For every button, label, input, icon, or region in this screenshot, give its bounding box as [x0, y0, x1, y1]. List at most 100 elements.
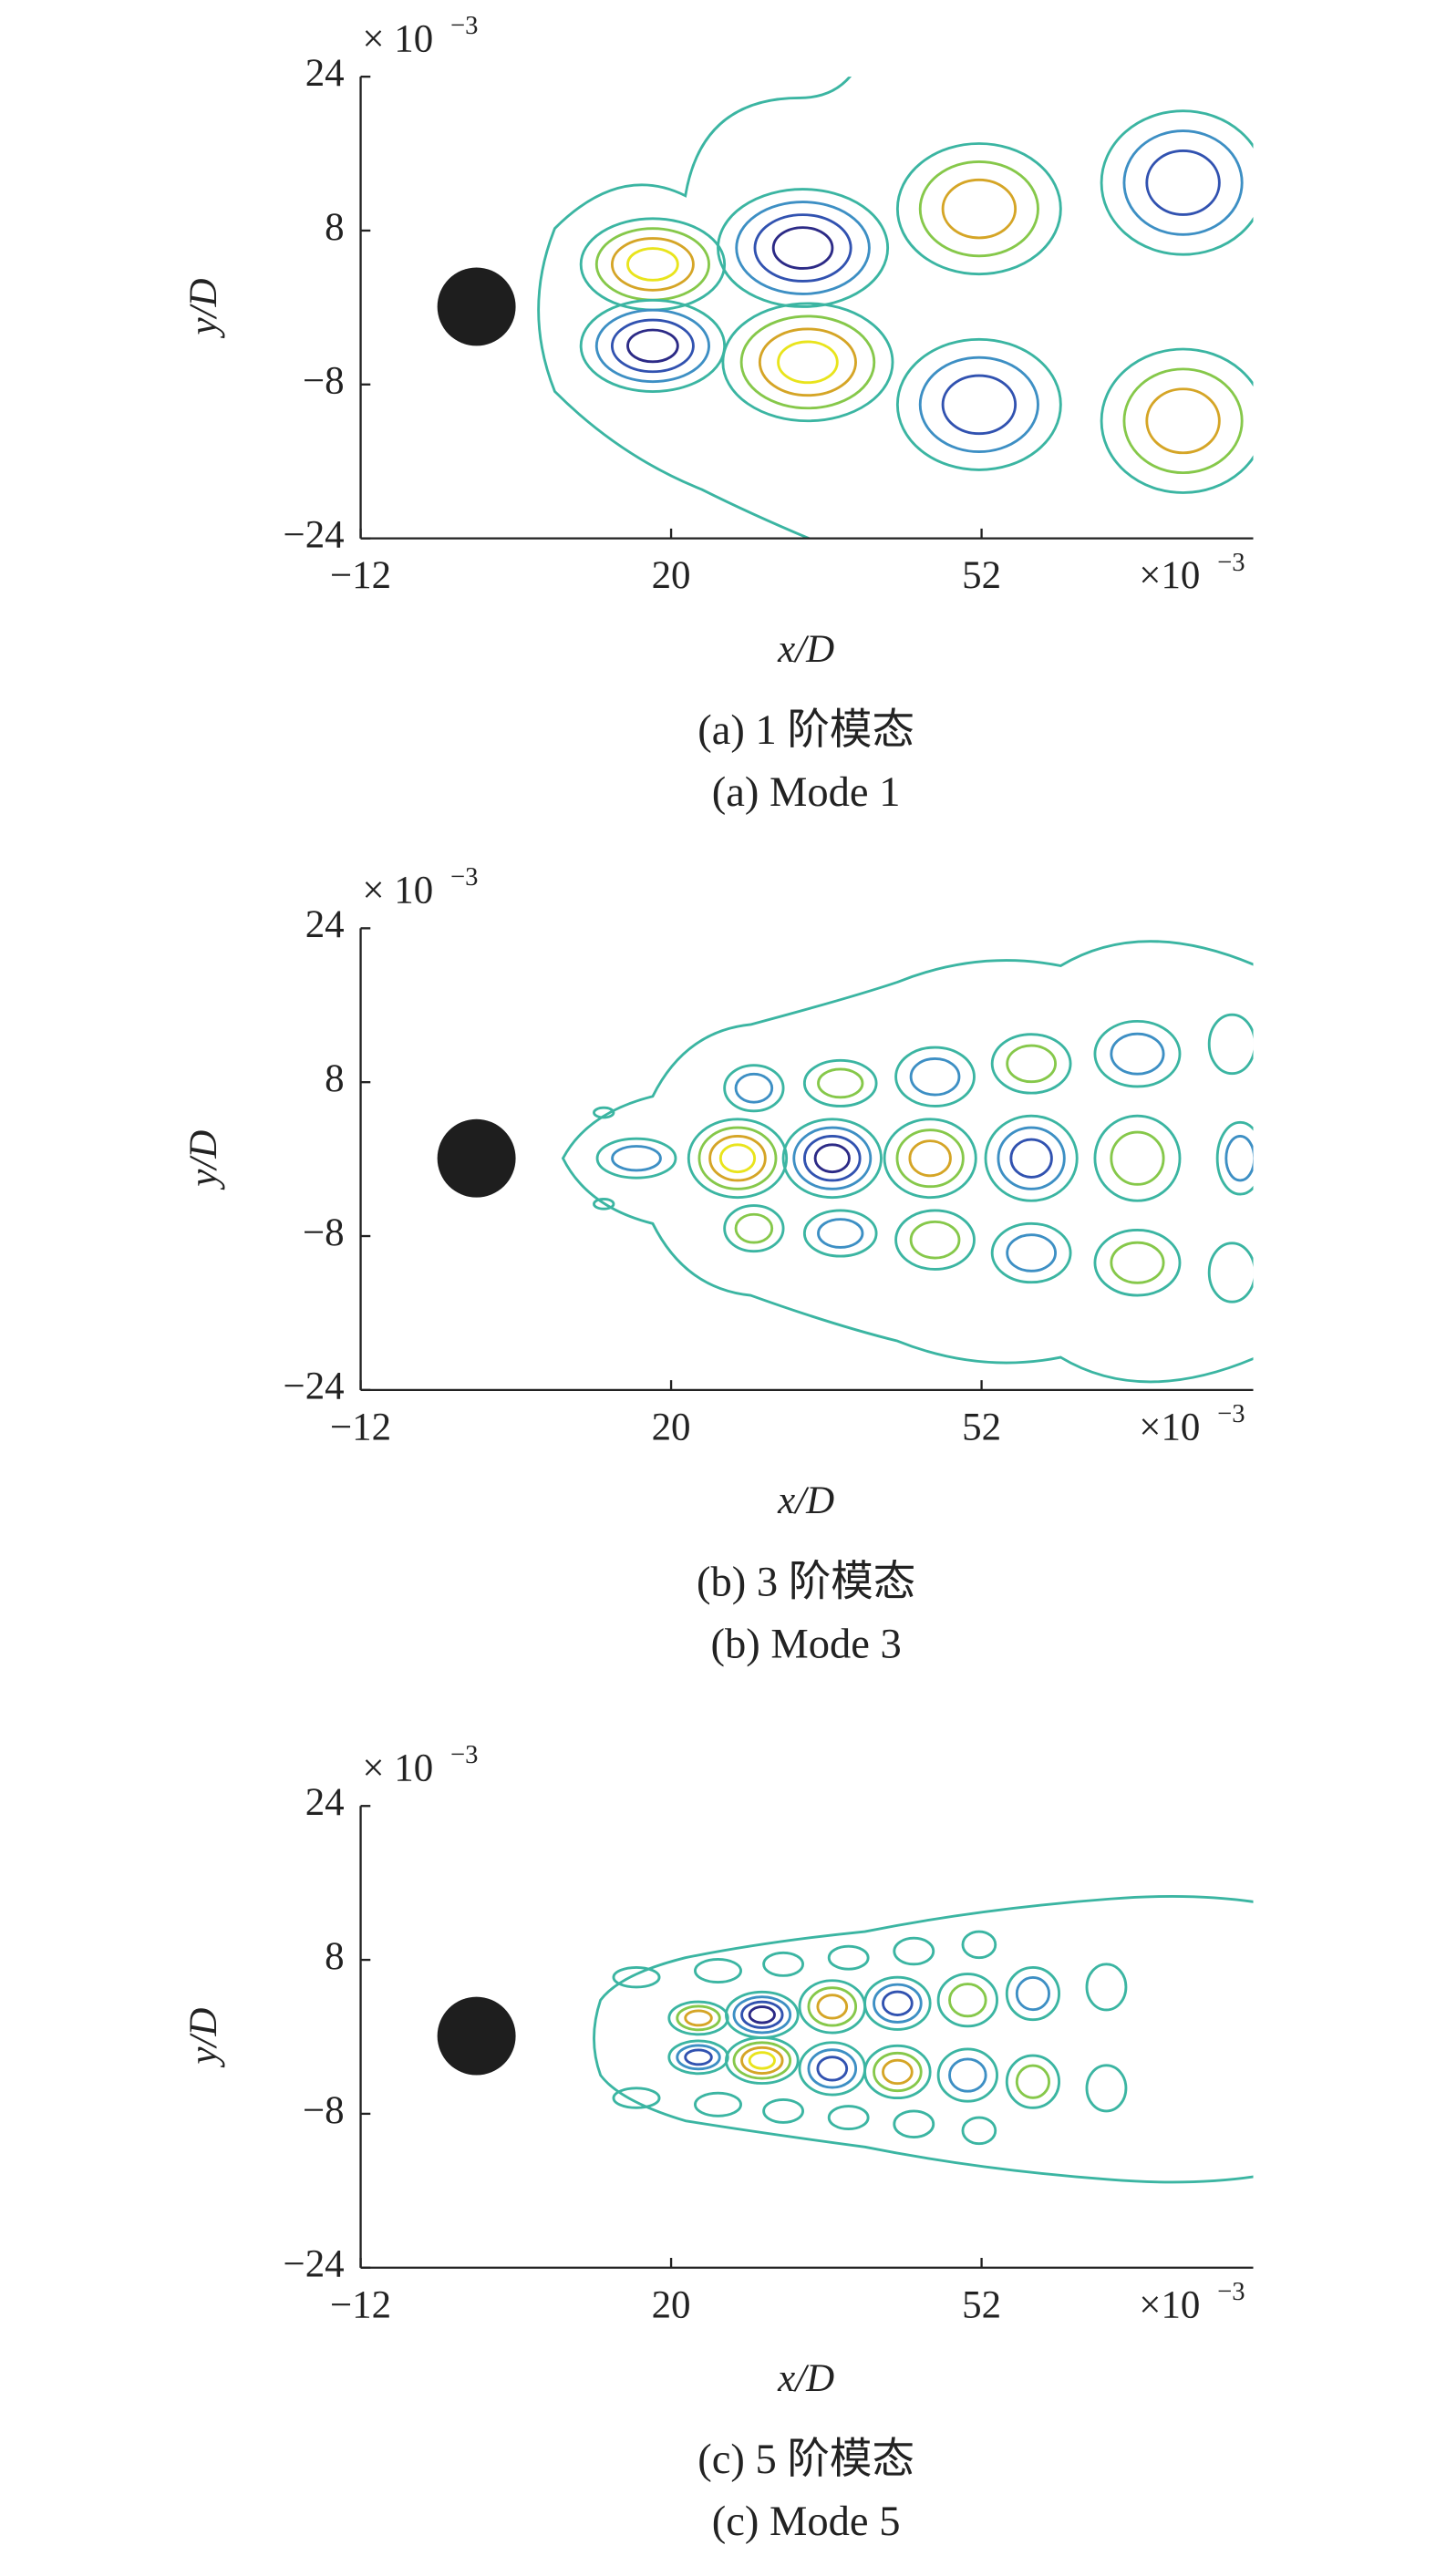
y-scale-exponent: −3	[450, 862, 478, 891]
contour-line	[1215, 1120, 1254, 1196]
contour-line	[863, 1975, 932, 2031]
contour-line	[593, 1106, 615, 1119]
y-axis-label: y/D	[182, 278, 225, 338]
cylinder	[437, 1118, 516, 1198]
contour-line	[893, 2109, 935, 2138]
contour-line	[827, 1944, 870, 1971]
contour-line	[718, 1143, 757, 1174]
contour-line	[802, 1058, 878, 1108]
contour-line	[694, 1958, 742, 1984]
caption-en: (c) Mode 5	[712, 2499, 901, 2545]
y-tick-label: −24	[283, 2243, 344, 2286]
contour-line	[684, 2009, 713, 2027]
contour-line	[1100, 109, 1254, 256]
panel: −24 −8 8 24 −12 20 52 × 10 −3 ×10 −3 x/D y/D (b) 3 阶模…	[182, 862, 1254, 1667]
contour-line	[595, 1137, 677, 1180]
contour-line	[895, 142, 1062, 276]
y-scale-base: × 10	[362, 870, 433, 912]
contour-line	[803, 1135, 862, 1182]
cylinder	[437, 1996, 516, 2076]
contour-line	[626, 247, 679, 282]
y-tick-label: −24	[283, 1365, 344, 1408]
y-tick-label: −8	[303, 1211, 345, 1254]
contour-line	[758, 327, 857, 397]
x-tick-label: −12	[330, 554, 391, 597]
x-scale-base: ×10	[1139, 2283, 1200, 2326]
x-tick-label: 52	[962, 554, 1001, 597]
contour-line	[1006, 1044, 1057, 1084]
y-tick-label: −8	[303, 360, 345, 403]
contour-line	[918, 160, 1039, 258]
contour-line	[753, 213, 852, 283]
contour-line	[918, 355, 1039, 453]
x-tick-label: 20	[652, 1406, 691, 1448]
y-axis-label: y/D	[182, 2008, 225, 2068]
caption-cn: (b) 3 阶模态	[697, 1559, 915, 1605]
y-tick-label: 8	[325, 206, 344, 249]
contour-line	[612, 2087, 661, 2109]
caption-cn: (c) 5 阶模态	[697, 2437, 914, 2483]
contour-line	[1005, 2054, 1060, 2109]
contour-line	[816, 2056, 849, 2082]
caption-cn: (a) 1 阶模态	[697, 707, 914, 754]
x-scale-base: ×10	[1139, 554, 1200, 597]
contour-line	[997, 1126, 1066, 1190]
contour-line	[740, 2000, 784, 2029]
x-tick-label: −12	[330, 2283, 391, 2326]
contour-line	[1005, 1965, 1060, 2022]
x-axis-label: x/D	[777, 628, 834, 671]
contour-line	[894, 1046, 976, 1108]
contour-line	[873, 1983, 923, 2024]
contour-line	[961, 2116, 997, 2146]
contour-line	[1207, 1242, 1254, 1303]
contour-line	[561, 940, 1254, 1384]
y-tick-label: −8	[303, 2089, 345, 2132]
contour-line	[1015, 2064, 1050, 2099]
contour-line	[948, 2057, 987, 2093]
contour-line	[1110, 1130, 1165, 1186]
contour-line	[610, 237, 695, 292]
y-scale-exponent: −3	[450, 11, 478, 40]
contour-line	[735, 201, 871, 295]
contour-line	[676, 2004, 721, 2032]
contour-line	[941, 178, 1018, 240]
contour-line	[687, 1118, 789, 1200]
contour-line	[748, 2005, 776, 2025]
contour-line	[723, 1204, 785, 1253]
contour-line	[961, 1930, 997, 1960]
contour-line	[863, 2044, 932, 2100]
contour-line	[725, 2035, 800, 2085]
x-tick-label: 52	[962, 2283, 1001, 2326]
contour-line	[723, 1064, 785, 1113]
contour-line	[708, 1135, 767, 1182]
contour-line	[984, 1114, 1079, 1202]
contour-line	[579, 217, 727, 312]
x-scale-exponent: −3	[1217, 1399, 1245, 1428]
contour-line	[807, 2048, 858, 2089]
y-tick-label: 24	[305, 1781, 345, 1824]
y-tick-label: −24	[283, 513, 344, 556]
contour-line	[626, 328, 679, 364]
contour-line	[1207, 1013, 1254, 1076]
x-axis-label: x/D	[777, 1479, 834, 1522]
contour-line	[817, 1218, 864, 1249]
contour-line	[697, 1126, 778, 1190]
contour-line	[990, 1221, 1072, 1284]
contour-line	[827, 2105, 870, 2131]
contour-line	[734, 1212, 774, 1244]
contour-line	[882, 1990, 914, 2016]
contour-line	[1110, 1241, 1165, 1284]
contour-line	[1015, 1976, 1050, 2012]
contour-line	[792, 1126, 873, 1190]
contour-line	[802, 1209, 878, 1258]
contour-line	[1110, 1032, 1165, 1076]
contour-line	[762, 2097, 804, 2124]
contour-line	[909, 1056, 961, 1097]
contour-line	[676, 2044, 721, 2071]
contour-line	[740, 2045, 784, 2076]
contour-line	[1145, 149, 1221, 216]
y-scale-base: × 10	[362, 17, 433, 60]
contour-line	[781, 1118, 883, 1200]
contour-line	[1093, 1229, 1182, 1297]
